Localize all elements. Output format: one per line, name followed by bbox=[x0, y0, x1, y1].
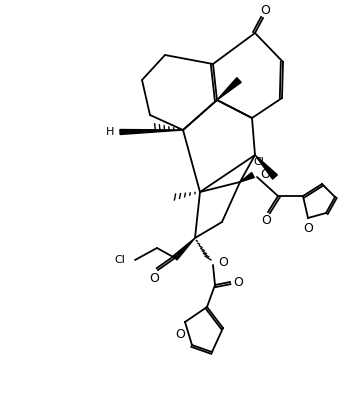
Text: Cl: Cl bbox=[114, 255, 125, 265]
Text: O: O bbox=[149, 273, 159, 285]
Polygon shape bbox=[173, 238, 195, 260]
Polygon shape bbox=[240, 173, 254, 182]
Text: O: O bbox=[233, 276, 243, 289]
Polygon shape bbox=[217, 78, 241, 100]
Polygon shape bbox=[255, 155, 277, 179]
Text: O: O bbox=[218, 256, 228, 269]
Text: O: O bbox=[261, 214, 271, 228]
Text: Cl: Cl bbox=[253, 157, 264, 167]
Text: O: O bbox=[260, 168, 270, 182]
Text: O: O bbox=[303, 221, 313, 234]
Polygon shape bbox=[120, 129, 183, 134]
Text: H: H bbox=[106, 127, 114, 137]
Text: O: O bbox=[260, 4, 270, 17]
Text: O: O bbox=[175, 328, 185, 341]
